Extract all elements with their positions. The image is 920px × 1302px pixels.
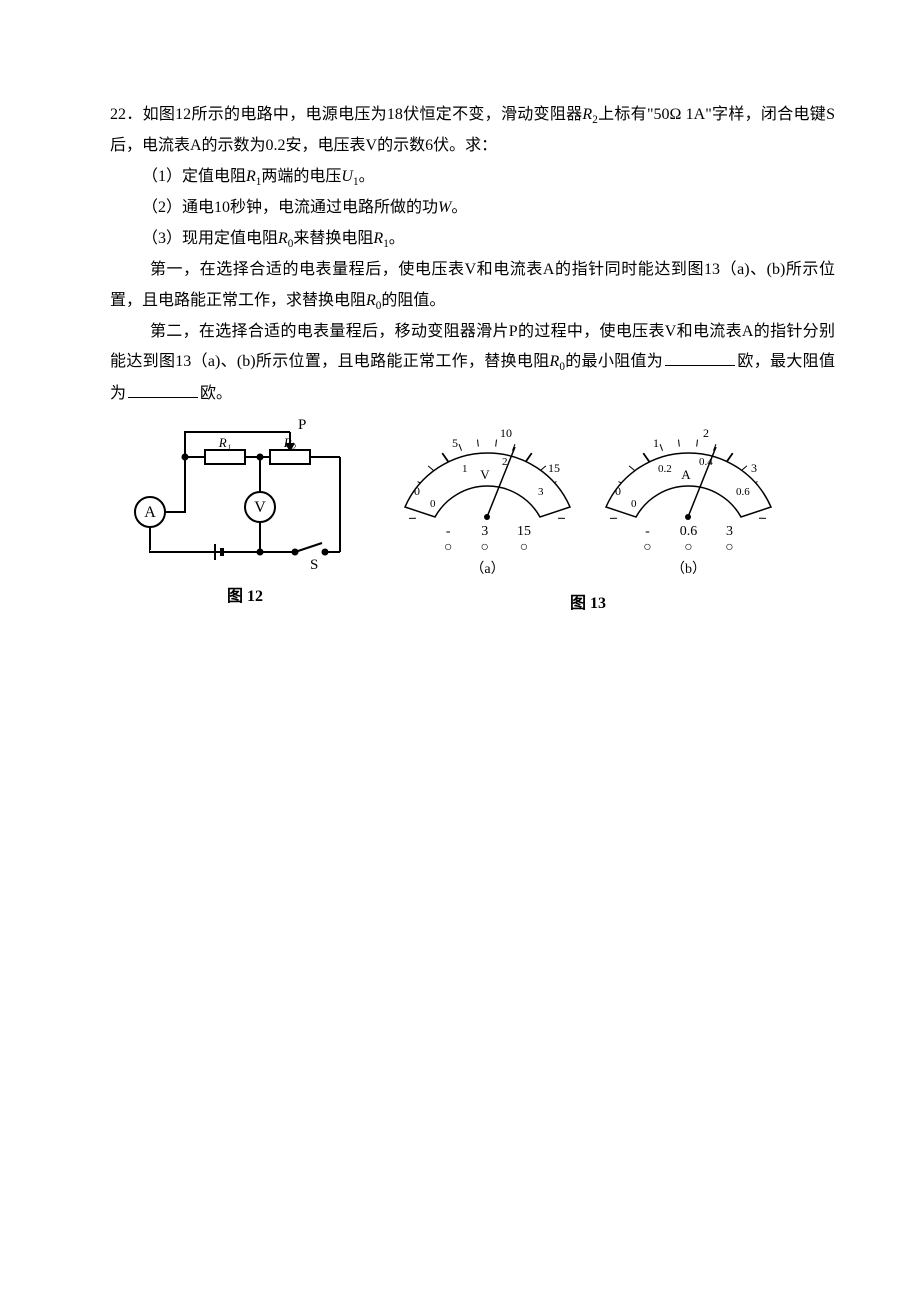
sub2-end: 。 [451, 199, 467, 216]
a-range-06: 0.6○ [680, 524, 698, 555]
para2-end: 欧。 [200, 385, 232, 402]
sub3-end: 。 [389, 230, 405, 247]
ammeter-ranges: -○ 0.6○ 3○ [643, 524, 733, 555]
sub3-mid: 来替换电阻 [293, 230, 373, 247]
slider-p-label: P [298, 417, 306, 433]
v-bot-0: 0 [430, 498, 436, 510]
sub1-pre: （1）定值电阻 [142, 168, 246, 185]
ammeter-panel: 0 1 2 3 0 0.2 0.4 0.6 A -○ 0.6○ 3○ （b） [591, 417, 786, 583]
voltmeter-sublabel: （a） [470, 557, 504, 584]
v-unit: V [480, 467, 490, 482]
blank-max[interactable] [128, 381, 198, 398]
circuit-svg: A V R₁ R₂ P S [130, 417, 360, 577]
r0-sym-b: R [366, 292, 376, 309]
fig12-caption: 图 12 [227, 582, 263, 612]
sub-q2: （2）通电10秒钟，电流通过电路所做的功W。 [110, 193, 835, 223]
v-top-3: 15 [548, 461, 560, 475]
sub1-post: 两端的电压 [261, 168, 341, 185]
voltmeter-ranges: -○ 3○ 15○ [444, 524, 531, 555]
v-bot-3: 3 [538, 486, 544, 498]
para1-text: 第一，在选择合适的电表量程后，使电压表V和电流表A的指针同时能达到图13（a)、… [110, 261, 835, 308]
blank-min[interactable] [665, 349, 735, 366]
a-top-0: 0 [615, 484, 621, 498]
para1-end: 的阻值。 [381, 292, 445, 309]
a-bot-2: 0.4 [699, 456, 713, 468]
r0-sym-a: R [278, 230, 288, 247]
v-bot-1: 1 [462, 463, 468, 475]
voltmeter-svg: 0 5 10 15 0 1 2 3 V [390, 417, 585, 522]
r0-sym-c: R [550, 353, 560, 370]
q-number: 22 [110, 106, 126, 123]
fig13-caption: 图 13 [570, 589, 606, 619]
v-range-neg: -○ [444, 524, 452, 555]
main-text-1: ．如图12所示的电路中，电源电压为18伏恒定不变，滑动变阻器 [126, 106, 582, 123]
v-bot-2: 2 [502, 456, 508, 468]
v-range-15: 15○ [517, 524, 531, 555]
figure-12: A V R₁ R₂ P S 图 12 [130, 417, 360, 612]
v-range-3: 3○ [481, 524, 489, 555]
ammeter-sublabel: （b） [671, 557, 706, 584]
v-top-1: 5 [452, 436, 458, 450]
r2-sym: R [582, 106, 592, 123]
a-top-3: 3 [751, 461, 757, 475]
figures-row: A V R₁ R₂ P S 图 12 [110, 417, 835, 619]
sub2-pre: （2）通电10秒钟，电流通过电路所做的功 [142, 199, 438, 216]
sub-q1: （1）定值电阻R1两端的电压U1。 [110, 162, 835, 193]
ammeter-label: A [144, 504, 156, 521]
r1-box-label: R₁ [218, 435, 231, 450]
r2-box-label: R₂ [283, 435, 297, 450]
sub3-pre: （3）现用定值电阻 [142, 230, 278, 247]
switch-s-label: S [310, 557, 318, 573]
a-top-2: 2 [703, 426, 709, 440]
figure-13: 0 5 10 15 0 1 2 3 V -○ 3○ 15○ （a） [390, 417, 786, 619]
sub1-end: 。 [359, 168, 375, 185]
para-second: 第二，在选择合适的电表量程后，移动变阻器滑片P的过程中，使电压表V和电流表A的指… [110, 317, 835, 409]
a-unit: A [681, 467, 691, 482]
sub-q3: （3）现用定值电阻R0来替换电阻R1。 [110, 224, 835, 255]
a-range-3: 3○ [725, 524, 733, 555]
a-range-neg: -○ [643, 524, 651, 555]
a-bot-3: 0.6 [736, 486, 750, 498]
para2-mid: 的最小阻值为 [565, 353, 663, 370]
r1-sym: R [246, 168, 256, 185]
ammeter-svg: 0 1 2 3 0 0.2 0.4 0.6 A [591, 417, 786, 522]
w-sym: W [438, 199, 451, 216]
v-top-2: 10 [500, 426, 512, 440]
para-first: 第一，在选择合适的电表量程后，使电压表V和电流表A的指针同时能达到图13（a)、… [110, 255, 835, 317]
a-bot-1: 0.2 [658, 463, 672, 475]
voltmeter-label: V [254, 499, 266, 516]
voltmeter-panel: 0 5 10 15 0 1 2 3 V -○ 3○ 15○ （a） [390, 417, 585, 583]
a-top-1: 1 [653, 436, 659, 450]
question-main: 22．如图12所示的电路中，电源电压为18伏恒定不变，滑动变阻器R2上标有"50… [110, 100, 835, 162]
a-bot-0: 0 [631, 498, 637, 510]
u1-sym: U [341, 168, 353, 185]
r1-sym-b: R [373, 230, 383, 247]
v-top-0: 0 [414, 484, 420, 498]
